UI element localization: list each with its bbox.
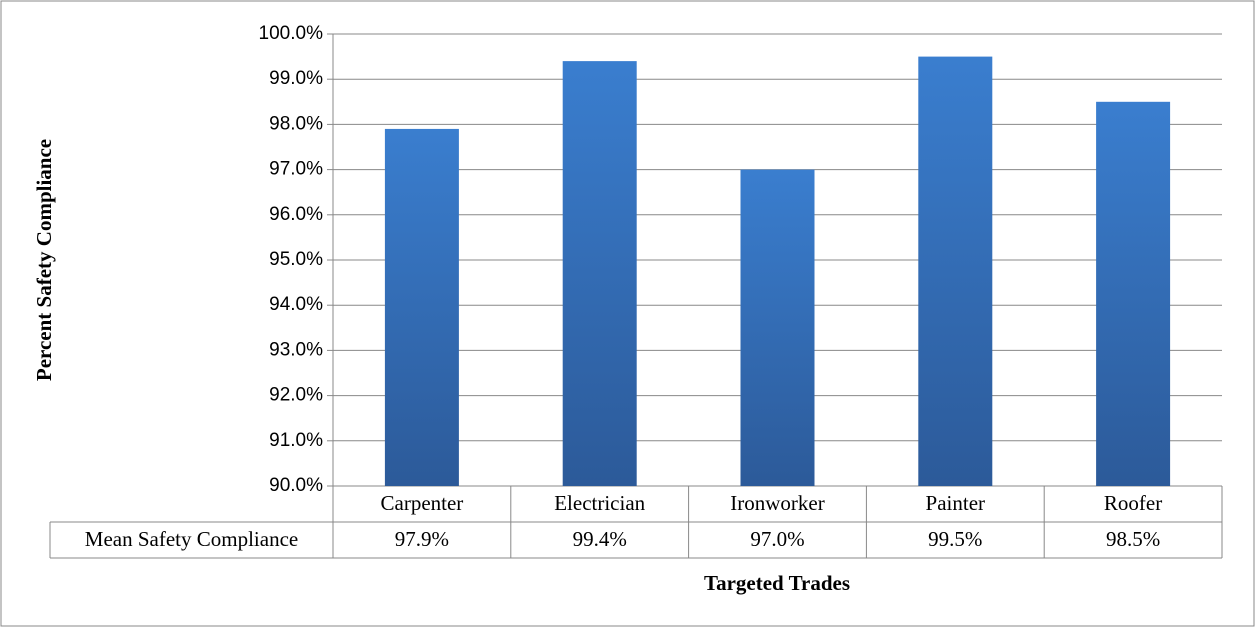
table-value: 99.4% — [573, 527, 627, 551]
bar — [918, 56, 993, 486]
y-tick-label: 93.0% — [269, 339, 323, 360]
bar — [1096, 101, 1171, 487]
y-tick-label: 94.0% — [269, 294, 323, 315]
table-value: 97.9% — [395, 527, 449, 551]
table-row-header: Mean Safety Compliance — [85, 527, 298, 551]
x-tick-label: Painter — [926, 491, 985, 515]
y-tick-label: 99.0% — [269, 68, 323, 89]
table-value: 98.5% — [1106, 527, 1160, 551]
y-tick-label: 100.0% — [259, 23, 324, 44]
x-tick-label: Carpenter — [381, 491, 464, 515]
y-tick-label: 91.0% — [269, 430, 323, 451]
y-axis-title: Percent Safety Compliance — [32, 139, 56, 381]
bar — [740, 169, 815, 486]
y-tick-label: 98.0% — [269, 113, 323, 134]
x-tick-label: Electrician — [554, 491, 645, 515]
bar — [562, 61, 637, 487]
x-tick-label: Ironworker — [730, 491, 824, 515]
y-tick-label: 92.0% — [269, 385, 323, 406]
x-tick-label: Roofer — [1104, 491, 1162, 515]
y-tick-label: 97.0% — [269, 159, 323, 180]
y-tick-label: 96.0% — [269, 204, 323, 225]
bar — [384, 128, 459, 487]
table-value: 99.5% — [928, 527, 982, 551]
y-tick-label: 95.0% — [269, 249, 323, 270]
y-tick-label: 90.0% — [269, 475, 323, 496]
table-value: 97.0% — [750, 527, 804, 551]
x-axis-title: Targeted Trades — [704, 571, 850, 595]
